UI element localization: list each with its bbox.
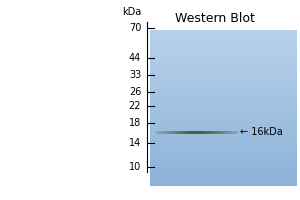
Bar bbox=[229, 131, 230, 134]
Bar bbox=[218, 131, 219, 134]
Bar bbox=[173, 131, 174, 134]
Bar bbox=[227, 131, 228, 134]
Bar bbox=[197, 131, 198, 134]
Bar bbox=[228, 131, 229, 134]
Bar bbox=[219, 131, 220, 134]
Bar bbox=[196, 131, 197, 134]
Bar bbox=[221, 131, 222, 134]
Bar bbox=[236, 131, 237, 134]
Bar bbox=[189, 131, 190, 134]
Text: 44: 44 bbox=[129, 53, 141, 63]
Bar bbox=[234, 131, 235, 134]
Bar bbox=[200, 131, 201, 134]
Bar bbox=[198, 131, 199, 134]
Bar bbox=[210, 131, 211, 134]
Bar bbox=[211, 131, 212, 134]
Bar bbox=[222, 131, 223, 134]
Bar bbox=[170, 131, 171, 134]
Bar bbox=[195, 131, 196, 134]
Text: 33: 33 bbox=[129, 70, 141, 80]
Bar bbox=[156, 131, 157, 134]
Bar bbox=[217, 131, 218, 134]
Bar bbox=[158, 131, 159, 134]
Bar bbox=[167, 131, 168, 134]
Bar bbox=[163, 131, 164, 134]
Bar bbox=[231, 131, 232, 134]
Bar bbox=[181, 131, 182, 134]
Bar bbox=[205, 131, 206, 134]
Bar bbox=[191, 131, 192, 134]
Bar bbox=[168, 131, 169, 134]
Bar bbox=[235, 131, 236, 134]
Bar bbox=[237, 131, 238, 134]
Bar bbox=[194, 131, 195, 134]
Text: kDa: kDa bbox=[122, 7, 141, 17]
Bar bbox=[169, 131, 170, 134]
Bar bbox=[182, 131, 183, 134]
Bar bbox=[216, 131, 217, 134]
Text: 10: 10 bbox=[129, 162, 141, 172]
Text: 22: 22 bbox=[129, 101, 141, 111]
Bar bbox=[225, 131, 226, 134]
Bar bbox=[223, 131, 224, 134]
Bar bbox=[186, 131, 187, 134]
Bar bbox=[220, 131, 221, 134]
Bar bbox=[188, 131, 189, 134]
Bar bbox=[184, 131, 185, 134]
Bar bbox=[160, 131, 161, 134]
Bar bbox=[164, 131, 165, 134]
Bar bbox=[207, 131, 208, 134]
Bar bbox=[199, 131, 200, 134]
Bar bbox=[190, 131, 191, 134]
Bar bbox=[187, 131, 188, 134]
Bar bbox=[230, 131, 231, 134]
Bar bbox=[208, 131, 209, 134]
Bar bbox=[202, 131, 203, 134]
Bar bbox=[175, 131, 176, 134]
Bar bbox=[177, 131, 178, 134]
Bar bbox=[180, 131, 181, 134]
Bar bbox=[214, 131, 215, 134]
Bar bbox=[201, 131, 202, 134]
Bar bbox=[183, 131, 184, 134]
Bar bbox=[232, 131, 233, 134]
Bar bbox=[213, 131, 214, 134]
Bar bbox=[226, 131, 227, 134]
Bar bbox=[203, 131, 204, 134]
Bar bbox=[165, 131, 166, 134]
Bar bbox=[157, 131, 158, 134]
Bar bbox=[215, 131, 216, 134]
Text: 18: 18 bbox=[129, 118, 141, 128]
Text: 26: 26 bbox=[129, 87, 141, 97]
Bar bbox=[209, 131, 210, 134]
Bar bbox=[193, 131, 194, 134]
Bar bbox=[192, 131, 193, 134]
Bar bbox=[166, 131, 167, 134]
Text: Western Blot: Western Blot bbox=[175, 12, 255, 25]
Bar bbox=[204, 131, 205, 134]
Bar bbox=[162, 131, 163, 134]
Bar bbox=[159, 131, 160, 134]
Text: 14: 14 bbox=[129, 138, 141, 148]
Bar bbox=[172, 131, 173, 134]
Bar bbox=[171, 131, 172, 134]
Bar bbox=[224, 131, 225, 134]
Bar bbox=[185, 131, 186, 134]
Bar bbox=[179, 131, 180, 134]
Bar bbox=[206, 131, 207, 134]
Bar bbox=[161, 131, 162, 134]
Bar bbox=[176, 131, 177, 134]
Bar bbox=[174, 131, 175, 134]
Bar bbox=[178, 131, 179, 134]
Text: 70: 70 bbox=[129, 23, 141, 33]
Bar bbox=[212, 131, 213, 134]
Text: ← 16kDa: ← 16kDa bbox=[240, 127, 282, 137]
Bar bbox=[233, 131, 234, 134]
